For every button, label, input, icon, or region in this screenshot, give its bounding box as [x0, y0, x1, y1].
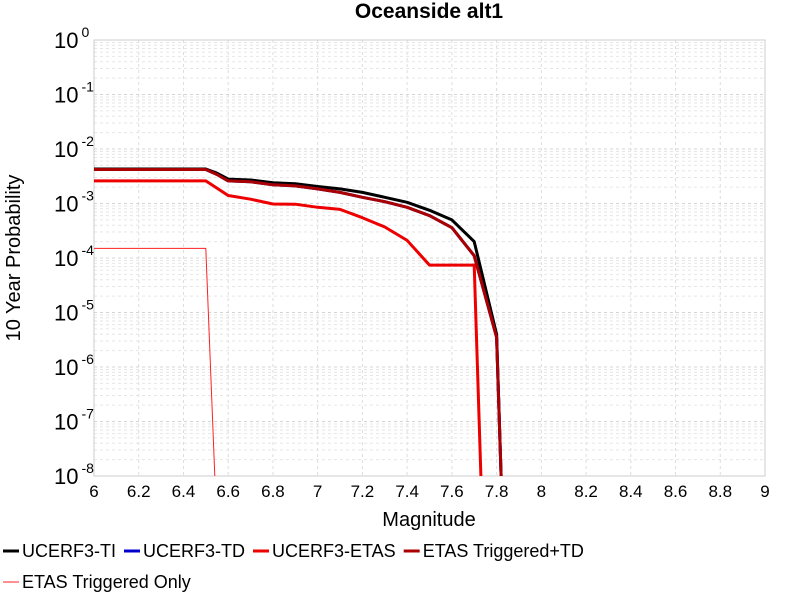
legend-label: UCERF3-TD: [143, 541, 245, 561]
plot-frame: [93, 39, 766, 477]
legend: UCERF3-TI UCERF3-TD UCERF3-ETAS ETAS Trigge…: [3, 541, 584, 592]
series-line-ucerf3-etas: [94, 179, 483, 477]
y-tick-label: 10 -3: [54, 188, 94, 217]
x-tick-label: 7: [313, 482, 322, 501]
x-tick-label: 6.4: [172, 482, 196, 501]
legend-label: UCERF3-ETAS: [272, 541, 396, 561]
y-tick-label: 10 -8: [54, 460, 94, 489]
x-tick-label: 7.6: [440, 482, 464, 501]
x-tick-label: 7.8: [485, 482, 509, 501]
y-tick-label: 10 -2: [54, 133, 94, 162]
y-axis-label: 10 Year Probability: [3, 175, 25, 342]
x-tick-label: 9: [760, 482, 769, 501]
y-tick-label: 10 -5: [54, 297, 94, 326]
x-axis-label: Magnitude: [382, 509, 475, 531]
legend-label: ETAS Triggered Only: [22, 572, 191, 592]
x-tick-label: 7.4: [395, 482, 419, 501]
x-tick-label: 8.2: [574, 482, 598, 501]
x-tick-label: 8: [537, 482, 546, 501]
series-line-etas-triggered-only: [94, 247, 216, 477]
x-tick-label: 6.6: [216, 482, 240, 501]
x-tick-label: 8.6: [664, 482, 688, 501]
x-tick-label: 6.2: [127, 482, 151, 501]
y-tick-label: 10 -6: [54, 351, 94, 380]
x-tick-label: 6: [89, 482, 98, 501]
y-tick-label: 10 -4: [54, 242, 94, 271]
x-tick-label: 6.8: [261, 482, 285, 501]
y-tick-label: 10 0: [54, 24, 89, 53]
chart-title: Oceanside alt1: [355, 0, 504, 23]
x-tick-label: 7.2: [351, 482, 375, 501]
x-tick-label: 8.8: [708, 482, 732, 501]
x-tick-labels: 6 6.2 6.4 6.6 6.8 7 7.2 7.4 7.6 7.8 8 8.2 8.4 8.6 8.8 9: [89, 482, 769, 501]
series-line-etas-triggered-td: [94, 168, 503, 477]
series-layer: [94, 167, 503, 477]
y-tick-label: 10 -7: [54, 406, 94, 435]
legend-label: ETAS Triggered+TD: [423, 541, 584, 561]
legend-label: UCERF3-TI: [22, 541, 116, 561]
y-tick-label: 10 -1: [54, 79, 94, 108]
x-tick-label: 8.4: [619, 482, 643, 501]
